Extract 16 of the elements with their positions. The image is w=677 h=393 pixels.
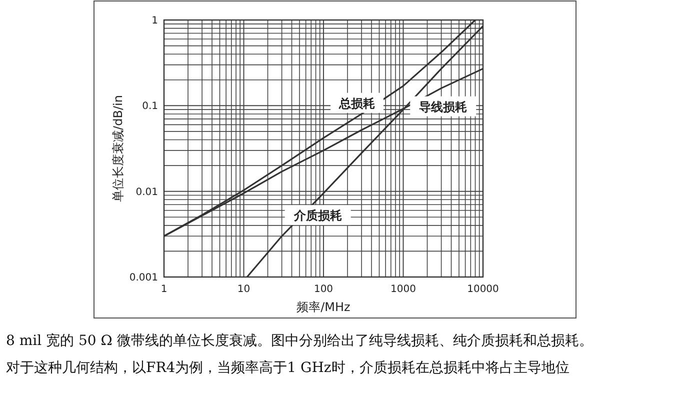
x-axis-title: 频率/MHz [296, 300, 350, 314]
x-tick-label: 1000 [390, 284, 416, 295]
x-tick-label: 100 [314, 284, 334, 295]
x-tick-label: 10000 [467, 284, 499, 295]
x-tick-label: 1 [160, 284, 168, 295]
text: 对于这种几何结构，以FR4为例，当频率高于1 GHz时，介质损耗在总损耗中将占主导地位 [6, 360, 570, 376]
series-label: 总损耗 [338, 96, 375, 110]
y-tick-label: 0.01 [136, 186, 158, 198]
x-tick-label: 10 [237, 284, 250, 295]
y-tick-label: 0.1 [142, 101, 158, 112]
text: 8 mil 宽的 50 Ω 微带线的单位长度衰减。图中分别给出了纯导线损耗、纯介质损耗和总损耗。 [6, 333, 593, 349]
series-label: 导线损耗 [419, 100, 468, 114]
series-label: 介质损耗 [292, 208, 342, 223]
y-tick-label: 1 [152, 16, 158, 26]
y-tick-label: 0.001 [129, 272, 158, 284]
y-axis-title: 单位长度衰减/dB/in [111, 95, 125, 202]
